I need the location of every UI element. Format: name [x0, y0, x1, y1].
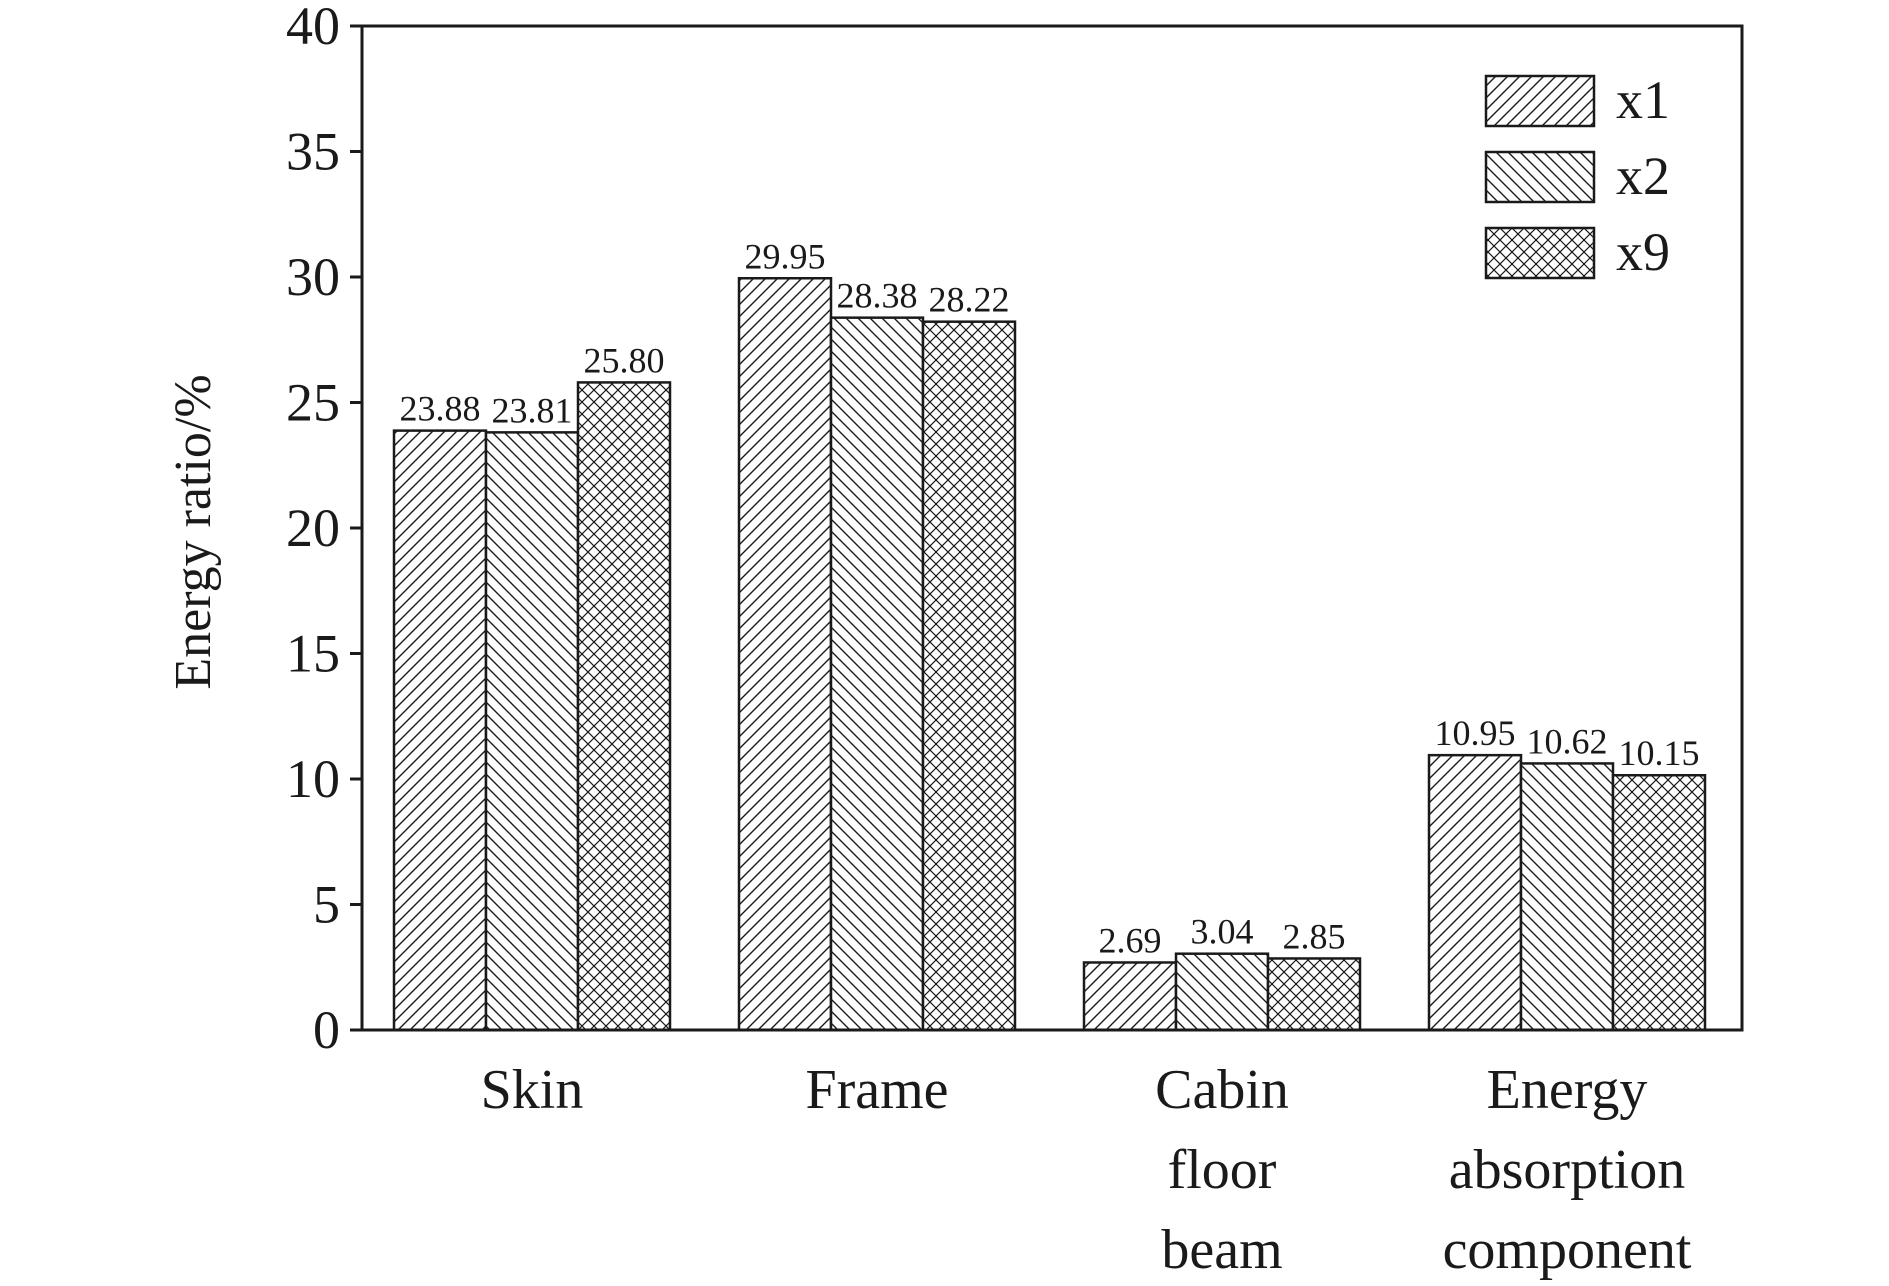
data-label-x2-3: 10.62 [1527, 721, 1608, 761]
x-category-label: component [1443, 1219, 1692, 1281]
data-label-x1-3: 10.95 [1435, 713, 1516, 753]
data-label-x2-2: 3.04 [1191, 912, 1254, 952]
data-label-x9-3: 10.15 [1619, 733, 1700, 773]
legend-swatch-x2 [1484, 150, 1596, 204]
y-tick-label: 20 [286, 498, 340, 558]
y-tick-label: 30 [286, 247, 340, 307]
bar-x9-2 [1266, 957, 1362, 1032]
bar-x2-3 [1519, 762, 1615, 1032]
legend-swatch-x1 [1484, 74, 1596, 128]
data-label-x2-0: 23.81 [492, 390, 573, 430]
bar-x1-3 [1427, 753, 1523, 1032]
y-tick-label: 15 [286, 624, 340, 684]
x-axis: Skin Frame Cabin floor beam Energy absorption c… [481, 1059, 1692, 1281]
bar-x9-1 [921, 320, 1017, 1032]
bars-group [392, 277, 1707, 1032]
plot-frame [360, 24, 1744, 1032]
y-tick-label: 5 [313, 875, 340, 935]
bar-x9-0 [576, 381, 672, 1032]
x-category-label: absorption [1449, 1139, 1685, 1201]
legend-label-x2: x2 [1616, 146, 1670, 206]
bar-x1-0 [392, 429, 488, 1032]
data-label-x9-1: 28.22 [929, 280, 1010, 320]
y-axis-title-group: Energy ratio/% [165, 374, 222, 689]
x-category-label: Skin [481, 1059, 584, 1121]
bar-x2-0 [484, 431, 580, 1032]
x-category-label: Energy [1487, 1059, 1648, 1121]
bar-x1-1 [737, 277, 833, 1032]
legend-swatch-x9 [1484, 226, 1596, 280]
x-category-label: Cabin [1155, 1059, 1289, 1121]
data-label-x2-1: 28.38 [837, 276, 918, 316]
bar-x2-1 [829, 316, 925, 1032]
legend-label-x9: x9 [1616, 222, 1670, 282]
data-label-x1-0: 23.88 [400, 389, 481, 429]
x-category-label: Frame [805, 1059, 948, 1121]
data-labels-group: 23.88 23.81 25.80 29.95 28.38 28.22 2.69 3.04 2.… [400, 236, 1700, 960]
x-category-label: beam [1161, 1219, 1282, 1281]
y-tick-label: 35 [286, 122, 340, 182]
y-tick-label: 25 [286, 373, 340, 433]
x-category-label: floor [1168, 1139, 1277, 1201]
y-tick-label: 10 [286, 749, 340, 809]
y-axis: 0 5 10 15 20 25 30 35 40 [286, 0, 362, 1060]
bar-x2-2 [1174, 952, 1270, 1032]
bar-x1-2 [1082, 961, 1178, 1032]
data-label-x9-0: 25.80 [584, 340, 665, 380]
data-label-x1-2: 2.69 [1099, 920, 1162, 960]
data-label-x1-1: 29.95 [745, 236, 826, 276]
bar-x9-3 [1611, 773, 1707, 1032]
legend: x1 x2 x9 [1484, 70, 1670, 282]
y-tick-label: 0 [313, 1000, 340, 1060]
y-axis-title: Energy ratio/% [165, 374, 222, 689]
data-label-x9-2: 2.85 [1283, 916, 1346, 956]
y-tick-label: 40 [286, 0, 340, 56]
legend-label-x1: x1 [1616, 70, 1670, 130]
